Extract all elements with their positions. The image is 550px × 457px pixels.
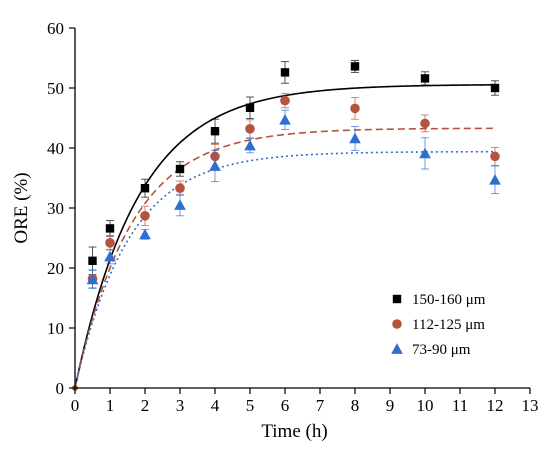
x-tick-label: 6 — [281, 396, 290, 415]
data-point — [490, 151, 500, 162]
data-point — [209, 160, 221, 171]
x-tick-label: 7 — [316, 396, 325, 415]
x-tick-label: 11 — [452, 396, 468, 415]
series-1 — [88, 59, 500, 276]
data-point — [210, 127, 220, 136]
data-point — [280, 68, 290, 77]
data-point — [419, 147, 431, 159]
data-point — [88, 256, 97, 265]
data-point — [244, 139, 256, 151]
legend-marker-2 — [392, 319, 402, 329]
y-tick-label: 30 — [47, 199, 64, 218]
y-tick-label: 60 — [47, 19, 64, 38]
data-point — [140, 184, 150, 193]
y-tick-label: 10 — [47, 319, 64, 338]
series-3 — [86, 109, 501, 289]
x-tick-label: 5 — [246, 396, 255, 415]
y-tick-label: 20 — [47, 259, 64, 278]
legend-label-1: 150-160 μm — [412, 292, 486, 308]
x-tick-label: 3 — [176, 396, 185, 415]
data-point — [350, 103, 360, 114]
data-point — [279, 113, 291, 125]
x-tick-label: 0 — [71, 396, 80, 415]
plot-area — [72, 59, 501, 391]
y-tick-label: 50 — [47, 79, 64, 98]
data-point — [350, 62, 360, 71]
data-point — [245, 124, 255, 134]
x-tick-label: 4 — [211, 396, 220, 415]
data-point — [140, 211, 150, 221]
data-point — [105, 238, 115, 248]
data-point — [174, 199, 186, 210]
x-axis-title: Time (h) — [261, 421, 327, 442]
series-2 — [87, 92, 500, 289]
legend-label-3: 73-90 μm — [412, 342, 471, 358]
legend: 150-160 μm 112-125 μm 73-90 μm — [391, 292, 486, 358]
data-point — [349, 132, 361, 144]
x-tick-label: 8 — [351, 396, 360, 415]
x-tick-label: 9 — [386, 396, 395, 415]
x-tick-label: 10 — [417, 396, 434, 415]
legend-marker-1 — [392, 294, 402, 304]
data-point — [490, 83, 500, 93]
legend-label-2: 112-125 μm — [412, 317, 485, 333]
x-tick-label: 2 — [141, 396, 150, 415]
data-point — [104, 250, 116, 262]
data-point — [86, 273, 99, 285]
x-tick-label: 12 — [487, 396, 504, 415]
data-point — [245, 103, 255, 112]
y-tick-label: 40 — [47, 139, 64, 158]
y-tick-label: 0 — [56, 379, 65, 398]
data-point — [280, 95, 290, 106]
data-point — [420, 74, 430, 83]
x-tick-label: 13 — [522, 396, 539, 415]
legend-marker-3 — [391, 343, 403, 354]
x-tick-label: 1 — [106, 396, 115, 415]
data-point — [175, 183, 185, 193]
y-axis-title: ORE (%) — [11, 172, 32, 243]
data-point — [105, 224, 115, 233]
data-point — [175, 164, 185, 174]
data-point — [489, 173, 501, 185]
data-point — [420, 118, 430, 129]
data-point — [139, 228, 151, 240]
